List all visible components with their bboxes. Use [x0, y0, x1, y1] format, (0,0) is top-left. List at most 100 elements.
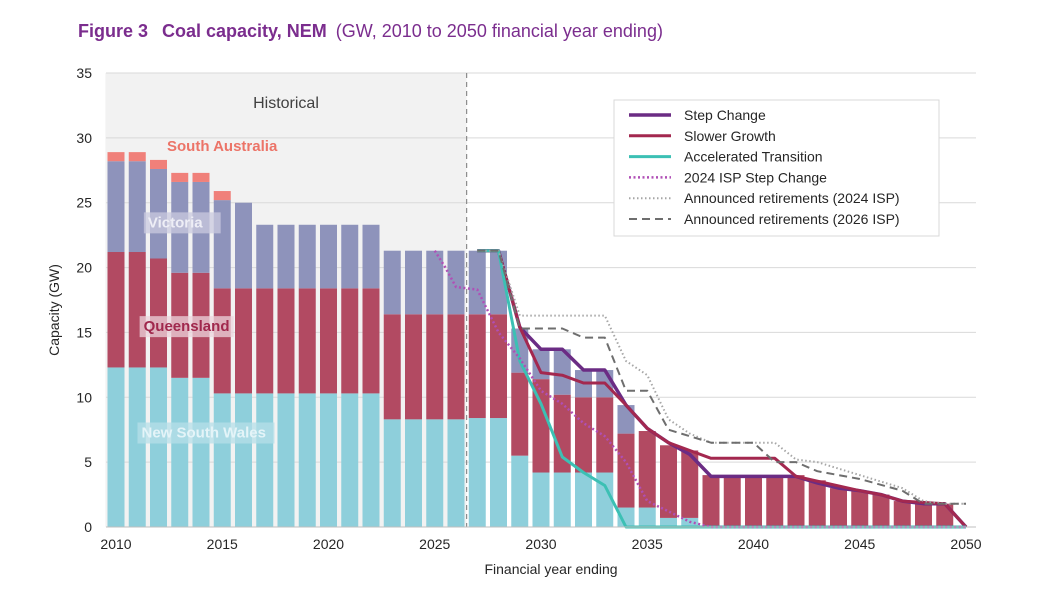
legend-box — [613, 99, 940, 237]
bar-segment-qld — [213, 288, 231, 394]
legend-label: Announced retirements (2026 ISP) — [684, 211, 900, 227]
region-labels: South Australia Victoria Queensland New Sou… — [137, 138, 278, 444]
bar-segment-nsw — [128, 367, 146, 527]
bar-segment-nsw — [320, 393, 337, 527]
bar-segment-vic — [128, 161, 146, 253]
region-label-bg — [137, 422, 275, 444]
bar-segment-nsw — [405, 419, 422, 527]
bar-segment-vic — [235, 202, 252, 289]
bar-segment-nsw — [638, 507, 656, 527]
y-tick-label: 0 — [84, 519, 92, 535]
bar-segment-nsw — [596, 472, 614, 527]
bar-segment-qld — [468, 314, 486, 419]
bar-segment-vic — [447, 250, 465, 315]
region-label-sa: South Australia — [167, 138, 278, 155]
bar-segment-nsw — [150, 367, 167, 527]
bar-segment-nsw — [617, 507, 635, 527]
bar-segment-qld — [256, 288, 274, 394]
x-tick-label: 2045 — [844, 536, 875, 552]
y-axis-title: Capacity (GW) — [46, 264, 62, 356]
x-tick-label: 2040 — [738, 536, 769, 552]
bar-segment-nsw — [235, 393, 252, 527]
x-tick-label: 2025 — [419, 536, 450, 552]
bar-segment-qld — [298, 288, 316, 394]
bar-segment-sa — [128, 152, 146, 162]
bar-segment-qld — [808, 480, 826, 527]
bar-segment-nsw — [256, 393, 274, 527]
region-label-qld: Queensland — [144, 318, 230, 335]
bar-segment-sa — [107, 152, 125, 162]
bar-segment-nsw — [192, 377, 210, 527]
bar-segment-nsw — [107, 367, 125, 527]
bar-segment-qld — [532, 379, 550, 473]
bar-segment-vic — [468, 250, 486, 315]
bar-segment-nsw — [171, 377, 189, 527]
y-tick-label: 20 — [76, 260, 92, 276]
bar-segment-nsw — [553, 472, 571, 527]
legend-label: Accelerated Transition — [684, 149, 823, 165]
bar-segment-qld — [447, 314, 465, 420]
bar-segment-qld — [575, 397, 592, 473]
bar-segment-nsw — [575, 472, 592, 527]
bar-segment-qld — [235, 288, 252, 394]
bar-segment-qld — [128, 252, 146, 368]
legend: Step Change Slower Growth Accelerated Tran… — [613, 99, 940, 237]
bar-segment-qld — [511, 372, 529, 456]
bar-segment-vic — [277, 224, 295, 289]
legend-label: Slower Growth — [684, 128, 776, 144]
legend-label: 2024 ISP Step Change — [684, 169, 827, 185]
series-line-step-change — [477, 248, 968, 529]
bar-segment-qld — [107, 252, 125, 368]
bar-segment-qld — [638, 431, 656, 508]
bar-segment-qld — [936, 503, 954, 527]
bar-segment-qld — [150, 258, 167, 368]
bar-segment-qld — [851, 490, 869, 527]
series-line-announced-retirements-2024-isp — [477, 249, 966, 505]
bar-segment-qld — [893, 501, 911, 527]
series-line-accelerated-transition — [477, 249, 966, 529]
bar-segment-vic — [298, 224, 316, 289]
figure-subtitle: (GW, 2010 to 2050 financial year ending) — [335, 21, 663, 41]
x-tick-label: 2030 — [525, 536, 556, 552]
legend-label: Announced retirements (2024 ISP) — [684, 190, 900, 206]
bar-segment-nsw — [277, 393, 295, 527]
bar-segment-qld — [872, 494, 890, 527]
bar-segment-nsw — [341, 393, 359, 527]
region-label-vic: Victoria — [148, 214, 203, 231]
bar-segment-sa — [171, 172, 189, 182]
y-tick-label: 25 — [76, 195, 92, 211]
bar-segment-qld — [723, 475, 741, 527]
y-tick-label: 5 — [84, 454, 92, 470]
bar-segment-sa — [150, 159, 167, 169]
bar-segment-qld — [702, 475, 720, 527]
bar-segment-vic — [341, 224, 359, 289]
bar-segment-qld — [617, 433, 635, 508]
bar-segment-qld — [915, 503, 932, 527]
bar-segment-nsw — [213, 393, 231, 527]
bar-segment-vic — [405, 250, 422, 315]
region-label-bg — [139, 316, 234, 338]
x-axis-title: Financial year ending — [484, 561, 617, 577]
bar-segment-nsw — [383, 419, 401, 527]
bar-segment-qld — [320, 288, 337, 394]
bar-segment-qld — [830, 488, 847, 527]
y-tick-label: 10 — [76, 389, 92, 405]
historical-label: Historical — [253, 95, 319, 112]
bar-segment-sa — [213, 191, 231, 201]
x-tick-label: 2020 — [313, 536, 344, 552]
bar-segment-qld — [277, 288, 295, 394]
bar-segment-nsw — [447, 419, 465, 527]
series-line-announced-retirements-2026-isp — [477, 249, 966, 505]
bar-segment-qld — [341, 288, 359, 394]
bar-segment-vic — [256, 224, 274, 289]
bar-segment-nsw — [490, 418, 507, 527]
bar-segment-vic — [553, 349, 571, 395]
legend-label: Step Change — [684, 107, 766, 123]
bar-segment-qld — [745, 475, 762, 527]
y-tick-label: 30 — [76, 130, 92, 146]
bar-segment-nsw — [468, 418, 486, 527]
figure-title: Figure 3 Coal capacity, NEM (GW, 2010 to … — [78, 21, 663, 42]
scenario-lines — [433, 248, 968, 529]
